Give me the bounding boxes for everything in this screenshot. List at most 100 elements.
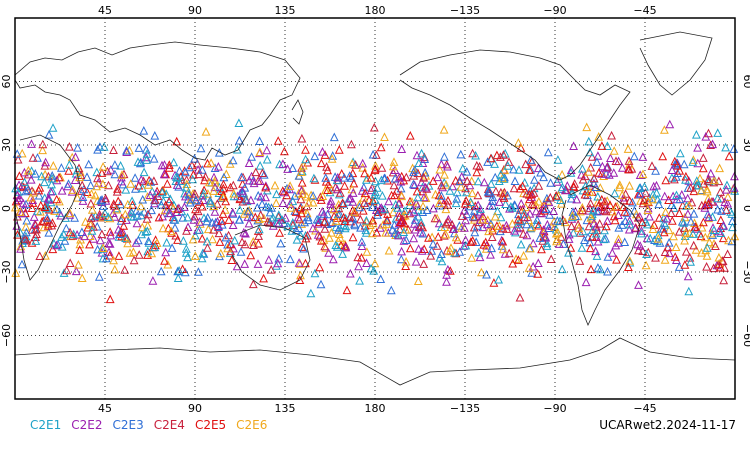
- observation-marker: [131, 238, 141, 247]
- observation-marker: [272, 189, 281, 199]
- observation-marker: [664, 238, 674, 247]
- observation-marker: [615, 182, 625, 192]
- observation-marker: [573, 219, 583, 229]
- observation-marker: [686, 183, 696, 192]
- observation-marker: [462, 176, 472, 185]
- observation-marker: [288, 163, 298, 172]
- observation-marker: [82, 172, 92, 181]
- observation-marker: [625, 196, 635, 205]
- observation-marker: [401, 172, 411, 182]
- observation-marker: [584, 136, 594, 146]
- observation-marker: [683, 209, 693, 218]
- observation-marker: [667, 216, 677, 225]
- observation-marker: [478, 222, 488, 232]
- observation-marker: [215, 251, 224, 261]
- observation-marker: [684, 200, 694, 210]
- observation-marker: [358, 158, 368, 168]
- observation-marker: [301, 258, 310, 268]
- observation-marker: [486, 153, 496, 163]
- observation-marker: [320, 241, 330, 251]
- observation-marker: [706, 140, 716, 149]
- observation-marker: [706, 168, 716, 178]
- observation-marker: [384, 196, 394, 206]
- observation-marker: [721, 142, 731, 152]
- observation-marker: [445, 246, 455, 256]
- observation-marker: [535, 233, 545, 242]
- observation-marker: [193, 206, 203, 216]
- observation-marker: [470, 227, 480, 237]
- observation-marker: [633, 213, 643, 222]
- observation-marker: [496, 169, 506, 179]
- observation-marker: [435, 164, 445, 174]
- observation-marker: [38, 145, 48, 155]
- observation-marker: [191, 195, 201, 205]
- observation-marker: [635, 189, 645, 199]
- observation-marker: [617, 163, 627, 172]
- observation-marker: [710, 241, 720, 250]
- observation-marker: [481, 244, 491, 253]
- observation-marker: [593, 191, 603, 201]
- observation-marker: [214, 188, 224, 197]
- observation-marker: [391, 199, 401, 209]
- observation-marker: [703, 176, 713, 185]
- observation-marker: [154, 212, 164, 222]
- observation-marker: [116, 227, 126, 237]
- observation-marker: [383, 175, 393, 185]
- right-latitude-labels: 60 30 0 −30 −60: [741, 75, 750, 348]
- observation-marker: [696, 231, 706, 241]
- observation-marker: [495, 152, 505, 161]
- observation-marker: [623, 164, 633, 174]
- observation-marker: [693, 158, 703, 168]
- observation-marker: [94, 272, 104, 281]
- observation-marker: [364, 195, 374, 204]
- observation-marker: [346, 139, 356, 149]
- legend-item-c2e4: C2E4: [153, 418, 185, 432]
- observation-marker: [536, 167, 546, 177]
- observation-marker: [410, 165, 420, 174]
- observation-marker: [568, 228, 578, 237]
- observation-marker: [172, 136, 182, 146]
- observation-marker: [382, 216, 392, 226]
- observation-marker: [552, 216, 562, 225]
- observation-marker: [359, 198, 369, 207]
- observation-marker: [713, 193, 723, 203]
- observation-marker: [144, 236, 153, 245]
- observation-marker: [229, 188, 239, 198]
- observation-marker: [198, 248, 208, 258]
- observation-marker: [208, 234, 217, 244]
- observation-marker: [500, 148, 510, 158]
- observation-marker: [218, 191, 228, 200]
- observation-marker: [259, 273, 269, 283]
- observation-marker: [286, 203, 296, 212]
- observation-marker: [497, 241, 507, 250]
- observation-marker: [467, 188, 477, 198]
- observation-marker: [591, 228, 601, 238]
- observation-marker: [80, 231, 90, 241]
- observation-marker: [716, 228, 726, 237]
- observation-marker: [605, 153, 615, 162]
- observation-marker: [196, 143, 206, 153]
- observation-marker: [39, 177, 49, 187]
- observation-marker: [519, 251, 529, 260]
- observation-marker: [624, 156, 634, 165]
- observation-marker: [643, 205, 653, 214]
- observation-marker: [104, 238, 114, 248]
- observation-marker: [556, 195, 565, 204]
- observation-marker: [262, 145, 272, 155]
- observation-marker: [190, 189, 200, 198]
- observation-marker: [672, 158, 682, 167]
- observation-marker: [525, 243, 535, 253]
- observation-marker: [388, 207, 398, 217]
- observation-marker: [672, 161, 682, 170]
- observation-marker: [121, 185, 131, 194]
- observation-marker: [255, 176, 265, 185]
- observation-marker: [416, 220, 426, 230]
- observation-marker: [62, 265, 72, 275]
- longitude-tick-label: 135: [275, 4, 296, 17]
- observation-marker: [326, 196, 336, 205]
- observation-marker: [133, 157, 143, 166]
- observation-marker: [33, 153, 42, 162]
- observation-marker: [478, 211, 488, 221]
- observation-marker: [84, 159, 94, 169]
- observation-marker: [679, 159, 689, 169]
